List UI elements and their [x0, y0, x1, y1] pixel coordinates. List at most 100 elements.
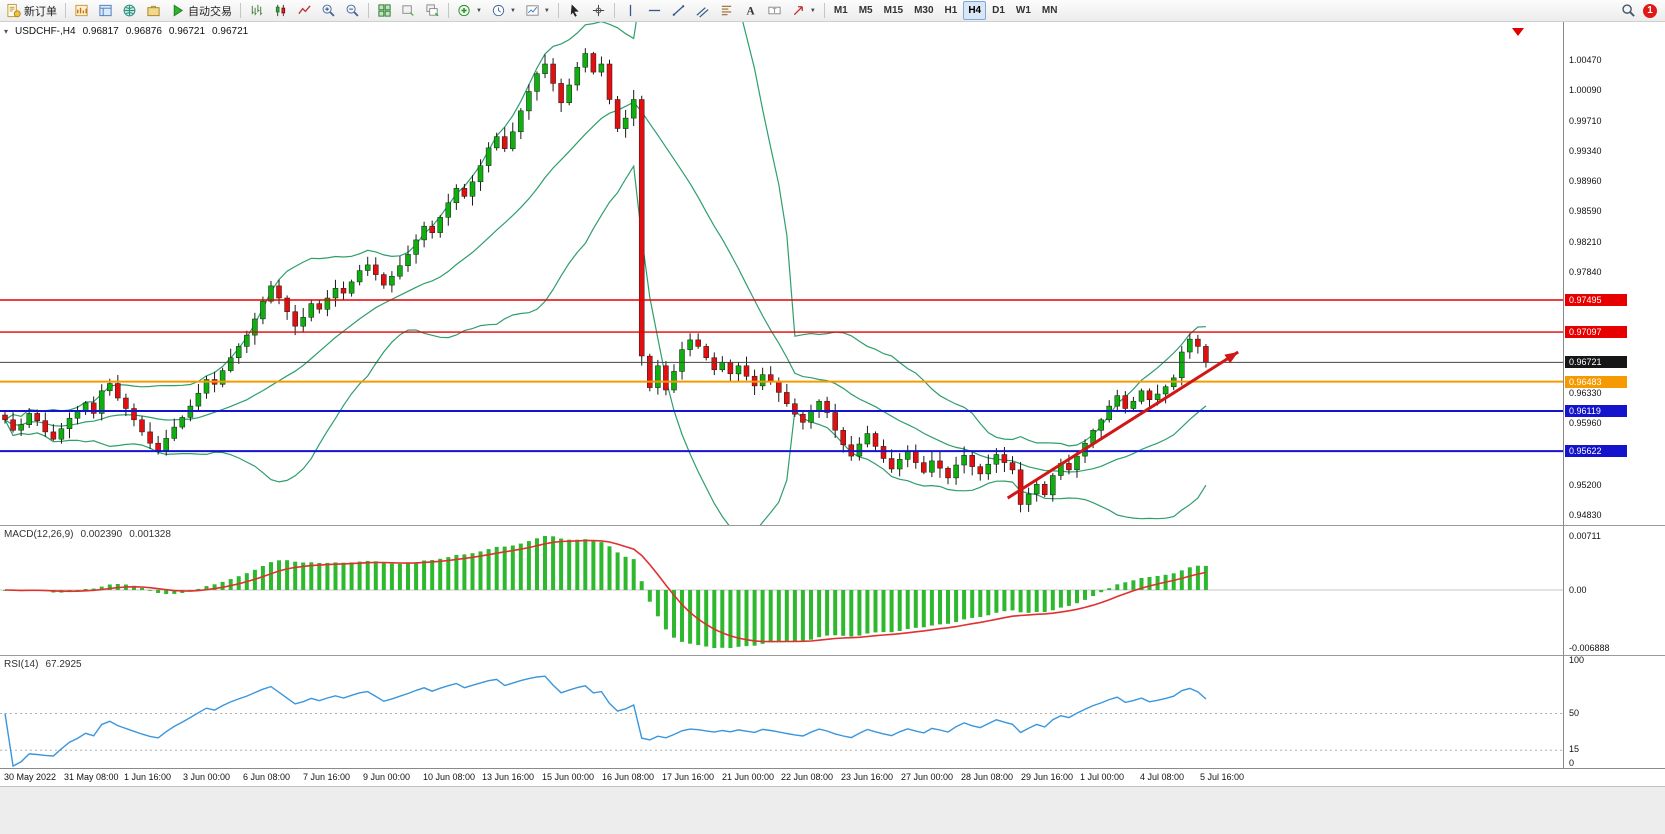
time-axis-label: 10 Jun 08:00 — [423, 772, 476, 782]
candle-body — [921, 462, 927, 473]
timeframe-button-h1[interactable]: H1 — [944, 5, 958, 16]
candle-body — [485, 147, 492, 166]
candle-body — [1203, 346, 1209, 363]
candle-body — [397, 265, 403, 277]
candle-body — [614, 99, 621, 129]
macd-signal-value: 0.001328 — [129, 529, 171, 540]
timeframe-button-h4[interactable]: H4 — [963, 1, 987, 20]
candle-body — [800, 413, 806, 423]
notification-badge[interactable]: 1 — [1643, 3, 1657, 18]
terminal-button[interactable] — [142, 0, 165, 21]
quote-close: 0.96721 — [212, 26, 249, 37]
pane-separator[interactable] — [0, 525, 1665, 526]
candle-body — [171, 426, 178, 439]
candle-body — [735, 365, 742, 375]
data-window-button[interactable] — [94, 0, 117, 21]
template-button[interactable]: ▼ — [521, 0, 554, 21]
main-toolbar: 新订单 自动交易 ▼ ▼ ▼ A T ▼ M1 M5 M15 M30 H1 H4… — [0, 0, 1665, 22]
candle-body — [2, 414, 8, 421]
quote-line: ▾ USDCHF-,H4 0.96817 0.96876 0.96721 0.96721 — [4, 26, 255, 37]
period-button[interactable]: ▼ — [487, 0, 520, 21]
zoom-out-button[interactable] — [341, 0, 364, 21]
timeframe-button-m1[interactable]: M1 — [833, 5, 848, 16]
text-button[interactable]: A — [739, 0, 762, 21]
arrange-windows-button[interactable] — [397, 0, 420, 21]
search-button[interactable] — [1617, 0, 1640, 21]
line-chart-button[interactable] — [293, 0, 316, 21]
data-window-icon — [99, 4, 112, 17]
rsi-name: RSI(14) — [4, 659, 39, 670]
candle-body — [1162, 386, 1169, 395]
time-axis-label: 5 Jul 16:00 — [1200, 772, 1245, 782]
time-axis-label: 6 Jun 08:00 — [243, 772, 291, 782]
timeframe-button-m5[interactable]: M5 — [858, 5, 873, 16]
candle-body — [1041, 484, 1048, 496]
candle-body — [10, 419, 16, 431]
time-axis-label: 31 May 08:00 — [64, 772, 119, 782]
horizontal-line-button[interactable] — [643, 0, 666, 21]
candle-body — [1122, 395, 1129, 409]
trend-arrow[interactable] — [1006, 350, 1239, 500]
timeframe-button-m30[interactable]: M30 — [914, 5, 934, 16]
bars-icon — [251, 4, 263, 16]
cursor-button[interactable] — [563, 0, 586, 21]
candle-body — [518, 110, 524, 133]
candle-body — [840, 430, 846, 446]
rsi-axis-100: 100 — [1569, 655, 1585, 665]
time-axis-label: 1 Jul 00:00 — [1080, 772, 1125, 782]
candle-body — [292, 311, 298, 327]
trendline-icon — [672, 5, 685, 16]
pane-separator[interactable] — [0, 655, 1665, 656]
cascade-windows-button[interactable] — [421, 0, 444, 21]
timeframe-button-m15[interactable]: M15 — [883, 5, 904, 16]
cascade-windows-icon — [426, 4, 439, 17]
price-line-label: 0.96483 — [1565, 376, 1627, 388]
market-watch-button[interactable] — [70, 0, 93, 21]
fibonacci-button[interactable] — [715, 0, 738, 21]
candle-body — [1033, 484, 1040, 495]
candle-body — [792, 403, 798, 415]
candle-body — [630, 99, 637, 119]
time-scale[interactable]: 30 May 2022 31 May 08:00 1 Jun 16:00 3 Jun … — [0, 768, 1665, 786]
new-order-button[interactable]: 新订单 — [2, 0, 61, 21]
candle-body — [727, 362, 734, 375]
crosshair-button[interactable] — [587, 0, 610, 21]
candle-body — [1179, 351, 1185, 379]
candle-body — [34, 413, 40, 421]
candle-body — [147, 431, 153, 444]
timeframe-button-mn[interactable]: MN — [1041, 5, 1058, 16]
candle-body — [1050, 475, 1056, 496]
candle-body — [574, 67, 581, 86]
candle-body — [784, 392, 790, 404]
chart-shift-marker[interactable] — [1512, 28, 1524, 36]
indicators-button[interactable]: ▼ — [453, 0, 486, 21]
time-axis-label: 13 Jun 16:00 — [482, 772, 535, 782]
svg-text:A: A — [746, 5, 755, 17]
navigator-button[interactable] — [118, 0, 141, 21]
toolbar-separator — [557, 3, 559, 18]
terminal-icon — [147, 5, 160, 17]
clock-icon — [492, 4, 505, 17]
timeframe-button-w1[interactable]: W1 — [1015, 5, 1031, 16]
time-axis-label: 3 Jun 00:00 — [183, 772, 231, 782]
trendline-button[interactable] — [667, 0, 690, 21]
one-click-panel-toggle[interactable]: ▾ — [4, 27, 9, 36]
bar-chart-button[interactable] — [245, 0, 268, 21]
price-scale[interactable]: 0.00711 0.00 -0.006888 100 50 15 0 1.004… — [1563, 22, 1665, 768]
timeframe-button-d1[interactable]: D1 — [992, 5, 1005, 16]
vertical-line-button[interactable] — [619, 0, 642, 21]
rsi-axis-0: 0 — [1569, 758, 1575, 768]
candle-body — [993, 454, 1000, 465]
candle-body — [18, 424, 24, 431]
label-button[interactable]: T — [763, 0, 786, 21]
arrows-button[interactable]: ▼ — [787, 0, 820, 21]
quote-high: 0.96876 — [125, 26, 162, 37]
candlestick-chart-button[interactable] — [269, 0, 292, 21]
candle-body — [945, 467, 951, 479]
chart-canvas[interactable] — [0, 22, 1665, 833]
candle-body — [1001, 454, 1008, 463]
channel-button[interactable] — [691, 0, 714, 21]
tile-windows-button[interactable] — [373, 0, 396, 21]
zoom-in-button[interactable] — [317, 0, 340, 21]
auto-trading-button[interactable]: 自动交易 — [166, 0, 236, 21]
